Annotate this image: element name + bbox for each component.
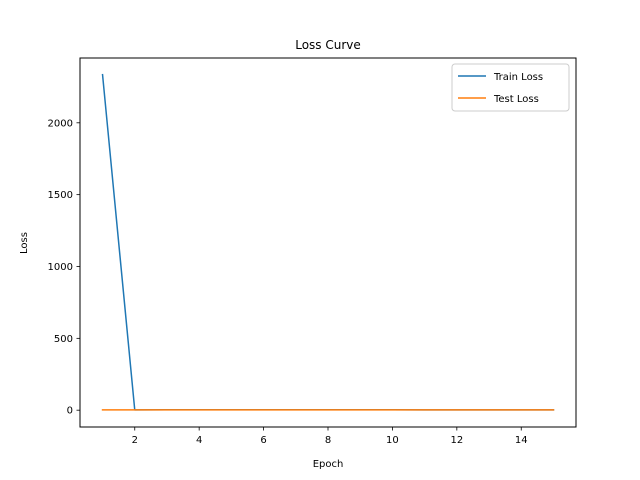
y-axis: 0 500 1000 1500 2000 bbox=[48, 118, 80, 417]
y-tick-label: 2000 bbox=[48, 118, 73, 129]
plot-frame bbox=[79, 57, 577, 428]
y-axis-label: Loss bbox=[19, 232, 30, 254]
x-tick-label: 4 bbox=[196, 435, 202, 446]
series-line-train-loss bbox=[101, 73, 555, 411]
x-tick-label: 14 bbox=[515, 435, 528, 446]
legend-label-train-loss: Train Loss bbox=[493, 72, 543, 83]
chart-title: Loss Curve bbox=[295, 38, 361, 52]
x-tick-label: 12 bbox=[450, 435, 463, 446]
legend-label-test-loss: Test Loss bbox=[493, 94, 539, 105]
y-tick-label: 500 bbox=[54, 334, 73, 345]
x-tick-label: 6 bbox=[260, 435, 266, 446]
x-axis-label: Epoch bbox=[313, 459, 344, 470]
x-tick-label: 2 bbox=[132, 435, 138, 446]
y-tick-label: 1500 bbox=[48, 190, 73, 201]
x-axis: 2 4 6 8 10 12 14 bbox=[132, 427, 528, 446]
x-tick-label: 10 bbox=[386, 435, 399, 446]
series-layer bbox=[101, 73, 555, 411]
y-tick-label: 0 bbox=[67, 406, 73, 417]
legend: Train Loss Test Loss bbox=[451, 63, 570, 112]
y-tick-label: 1000 bbox=[48, 262, 73, 273]
x-tick-label: 8 bbox=[325, 435, 331, 446]
